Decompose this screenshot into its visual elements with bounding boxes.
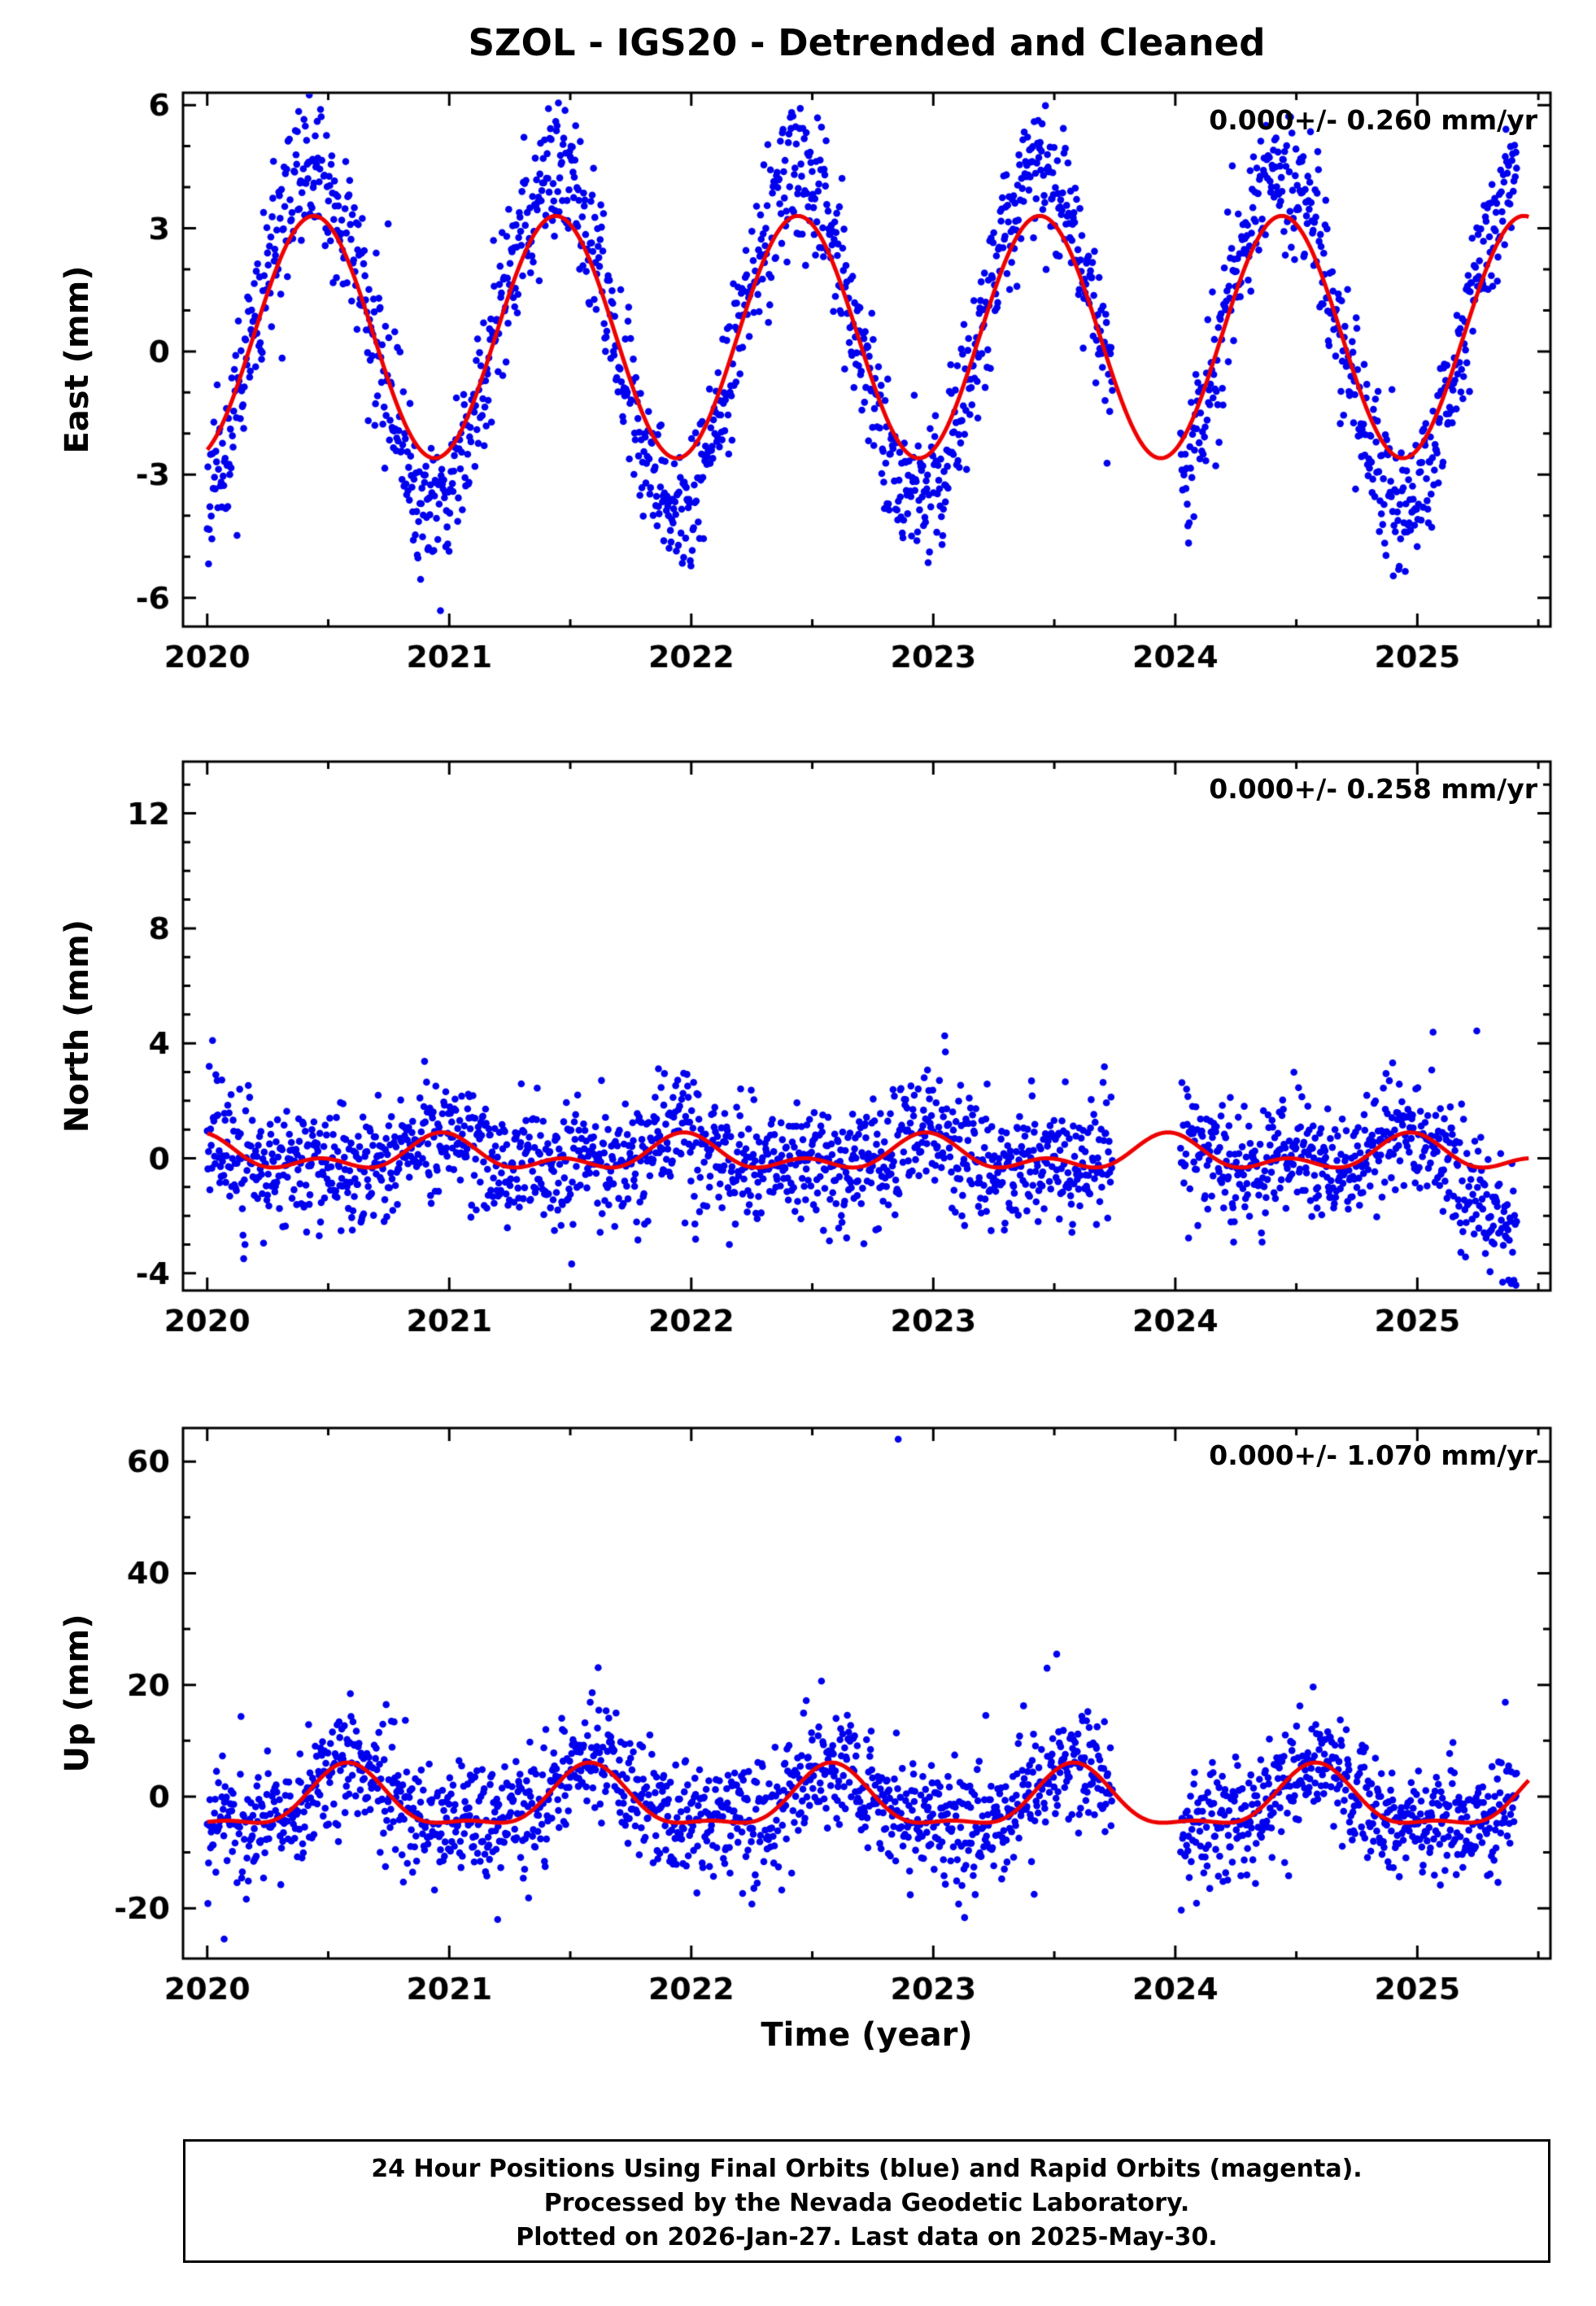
north-axis-label: North (mm) [59,919,96,1133]
figure-title: SZOL - IGS20 - Detrended and Cleaned [468,21,1266,64]
east-axis-label: East (mm) [59,265,96,454]
footer-box: 24 Hour Positions Using Final Orbits (bl… [183,2139,1550,2263]
x-axis-label: Time (year) [761,2016,973,2054]
east-rate-annotation: 0.000+/- 0.260 mm/yr [1209,104,1537,136]
footer-line-1: 24 Hour Positions Using Final Orbits (bl… [371,2155,1363,2183]
up-rate-annotation: 0.000+/- 1.070 mm/yr [1209,1439,1537,1471]
up-axis-label: Up (mm) [59,1614,96,1773]
north-rate-annotation: 0.000+/- 0.258 mm/yr [1209,773,1537,805]
footer-line-2: Processed by the Nevada Geodetic Laborat… [543,2189,1190,2217]
footer-line-3: Plotted on 2026-Jan-27. Last data on 202… [516,2223,1218,2251]
